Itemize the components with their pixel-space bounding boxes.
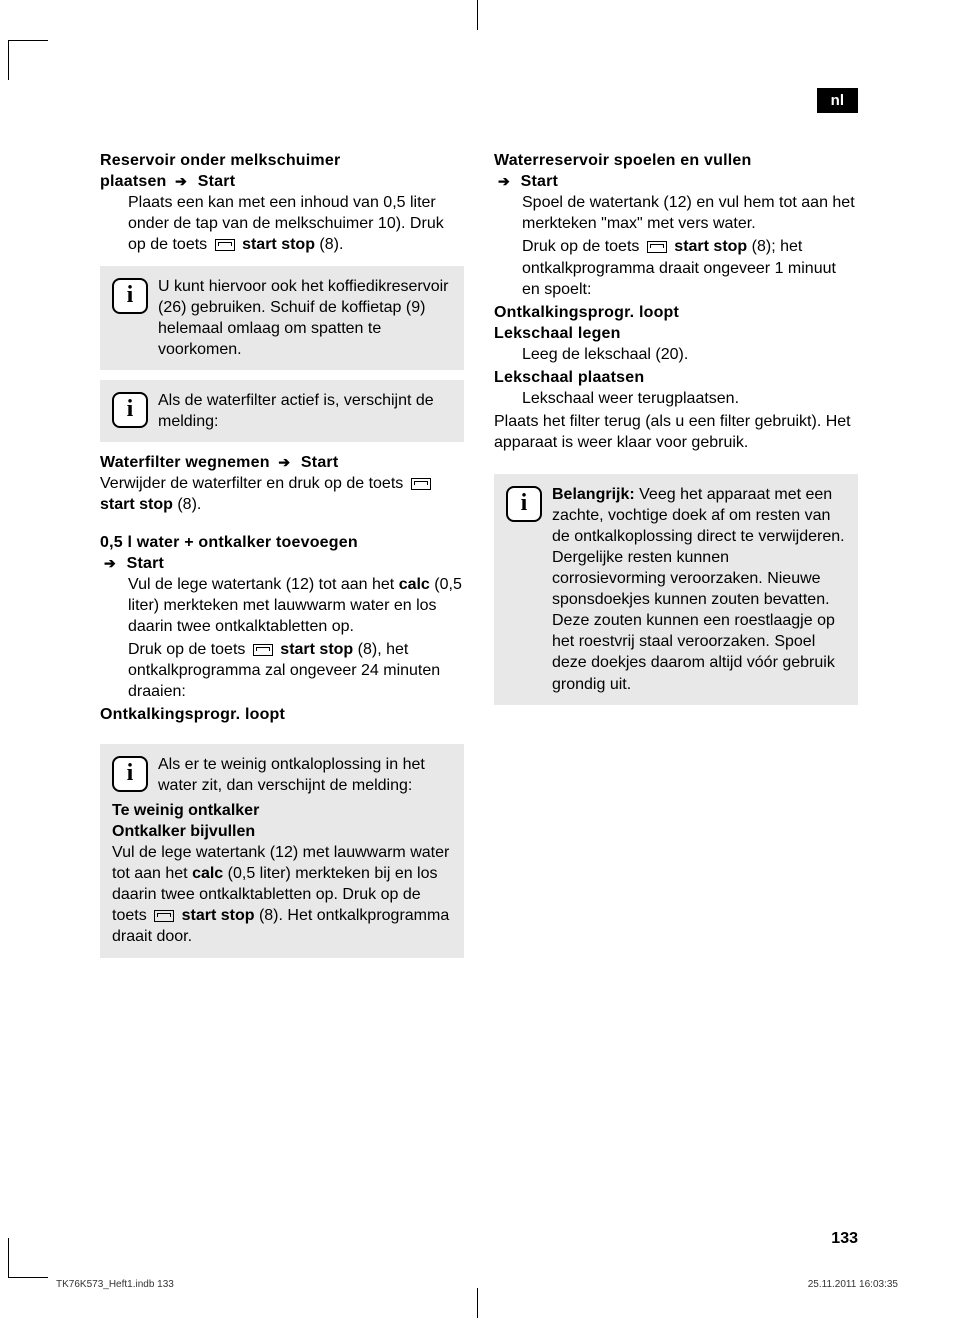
left-column: Reservoir onder melkschuimer plaatsen St… (100, 150, 464, 968)
button-icon (215, 239, 235, 251)
info-box: i Als er te weinig ontkaloplossing in he… (100, 744, 464, 958)
footer-file: TK76K573_Heft1.indb 133 (56, 1279, 174, 1290)
heading-loopt: Ontkalkingsprogr. loopt (100, 704, 464, 725)
button-label: start stop (242, 236, 315, 253)
text-bold: Belangrijk: (552, 486, 635, 503)
button-icon (647, 241, 667, 253)
button-icon (411, 478, 431, 490)
info-box-important: i Belangrijk: Veeg het apparaat met een … (494, 474, 858, 705)
heading-lekschaal-legen: Lekschaal legen (494, 323, 858, 344)
info-icon: i (112, 278, 148, 314)
heading-part: Start (127, 555, 164, 572)
crop-mark-top (477, 0, 478, 30)
crop-mark-tl (8, 40, 48, 80)
paragraph: Druk op de toets start stop (8); het ont… (522, 236, 858, 299)
heading-reservoir: Reservoir onder melkschuimer (100, 150, 464, 171)
info-box: i U kunt hiervoor ook het koffie­dikrese… (100, 266, 464, 370)
info-subheading: Ontkalker bijvullen (112, 821, 452, 842)
heading-waterreservoir: Waterreservoir spoelen en vullen (494, 150, 858, 171)
info-body: Vul de lege watertank (12) met lauwwarm … (112, 842, 452, 948)
paragraph: Leeg de lekschaal (20). (522, 344, 858, 365)
button-label: start stop (280, 641, 353, 658)
text-bold: calc (399, 576, 430, 593)
paragraph: Plaats het filter terug (als u een filte… (494, 411, 858, 453)
heading-part: Waterfilter wegnemen (100, 454, 270, 471)
info-box: i Als de waterfilter actief is, verschij… (100, 380, 464, 442)
paragraph: Druk op de toets start stop (8), het ont… (128, 639, 464, 702)
arrow-icon (494, 173, 516, 190)
text: Druk op de toets (128, 641, 250, 658)
button-icon (154, 910, 174, 922)
language-tag: nl (817, 88, 858, 113)
text-bold: calc (192, 865, 223, 882)
heading-reservoir-line2: plaatsen Start (100, 171, 464, 192)
info-text: U kunt hiervoor ook het koffie­dikreserv… (158, 276, 452, 360)
heading-waterfilter: Waterfilter wegnemen Start (100, 452, 464, 473)
paragraph: Verwijder de waterfilter en druk op de t… (100, 473, 464, 515)
arrow-icon (171, 173, 193, 190)
info-text: Als er te weinig ontkaloplossing in het … (158, 754, 452, 796)
info-icon: i (112, 392, 148, 428)
heading-part: Start (198, 173, 235, 190)
crop-mark-bottom (477, 1288, 478, 1318)
heading-ontkalker: 0,5 l water + ontkalker toevoegen (100, 532, 464, 553)
footer-timestamp: 25.11.2011 16:03:35 (808, 1279, 898, 1290)
text: (8). (173, 496, 201, 513)
info-text: Belangrijk: Veeg het apparaat met een za… (552, 484, 846, 695)
paragraph: Plaats een kan met een inhoud van 0,5 li… (128, 192, 464, 255)
heading-loopt2: Ontkalkingsprogr. loopt (494, 302, 858, 323)
heading-part: Start (521, 173, 558, 190)
heading-part: plaatsen (100, 173, 167, 190)
button-icon (253, 644, 273, 656)
paragraph: Lekschaal weer terugplaatsen. (522, 388, 858, 409)
button-label: start stop (100, 496, 173, 513)
info-subheading: Te weinig ontkalker (112, 800, 452, 821)
paragraph: Spoel de watertank (12) en vul hem tot a… (522, 192, 858, 234)
content-area: Reservoir onder melkschuimer plaatsen St… (100, 150, 858, 968)
text: Veeg het apparaat met een zachte, vochti… (552, 486, 845, 693)
arrow-icon (100, 555, 122, 572)
button-label: start stop (674, 238, 747, 255)
text: Vul de lege watertank (12) tot aan het (128, 576, 399, 593)
button-label: start stop (182, 907, 255, 924)
right-column: Waterreservoir spoelen en vullen Start S… (494, 150, 858, 968)
heading-lekschaal-plaatsen: Lekschaal plaatsen (494, 367, 858, 388)
arrow-icon (274, 454, 296, 471)
text: Verwijder de waterfilter en druk op de t… (100, 475, 408, 492)
info-icon: i (506, 486, 542, 522)
info-icon: i (112, 756, 148, 792)
heading-part: Start (301, 454, 338, 471)
paragraph: Vul de lege watertank (12) tot aan het c… (128, 574, 464, 637)
page-number: 133 (831, 1230, 858, 1248)
heading-line: Start (100, 553, 464, 574)
text: (8). (315, 236, 343, 253)
heading-line: Start (494, 171, 858, 192)
crop-mark-bl (8, 1238, 48, 1278)
text: Druk op de toets (522, 238, 644, 255)
info-text: Als de waterfilter actief is, verschijnt… (158, 390, 452, 432)
